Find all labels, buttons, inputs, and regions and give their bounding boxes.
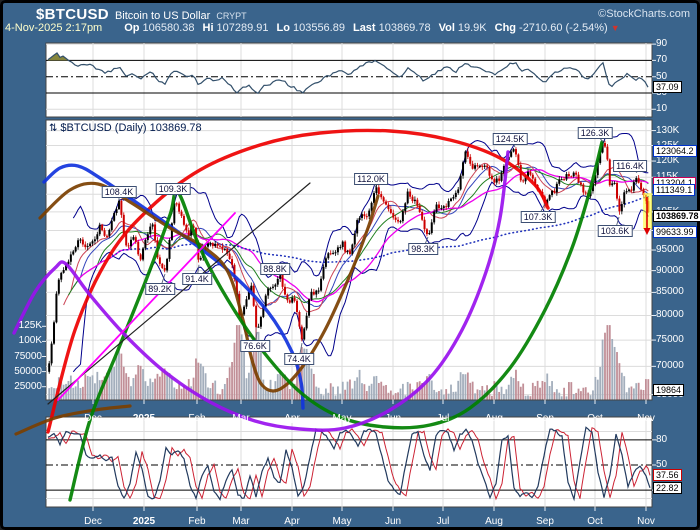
green-cycle[interactable] xyxy=(68,140,604,502)
purple-cycle[interactable] xyxy=(12,150,510,432)
magenta-trendline[interactable] xyxy=(57,212,236,401)
rsi-plot xyxy=(47,52,649,95)
stoch-plot xyxy=(47,426,651,502)
brown-low-arc[interactable] xyxy=(14,404,132,436)
red-dome[interactable] xyxy=(46,128,550,434)
down-arrow-icon xyxy=(643,228,651,235)
black-trendline[interactable] xyxy=(47,182,311,405)
gridlines xyxy=(46,43,652,507)
axis-ticks xyxy=(42,43,656,511)
